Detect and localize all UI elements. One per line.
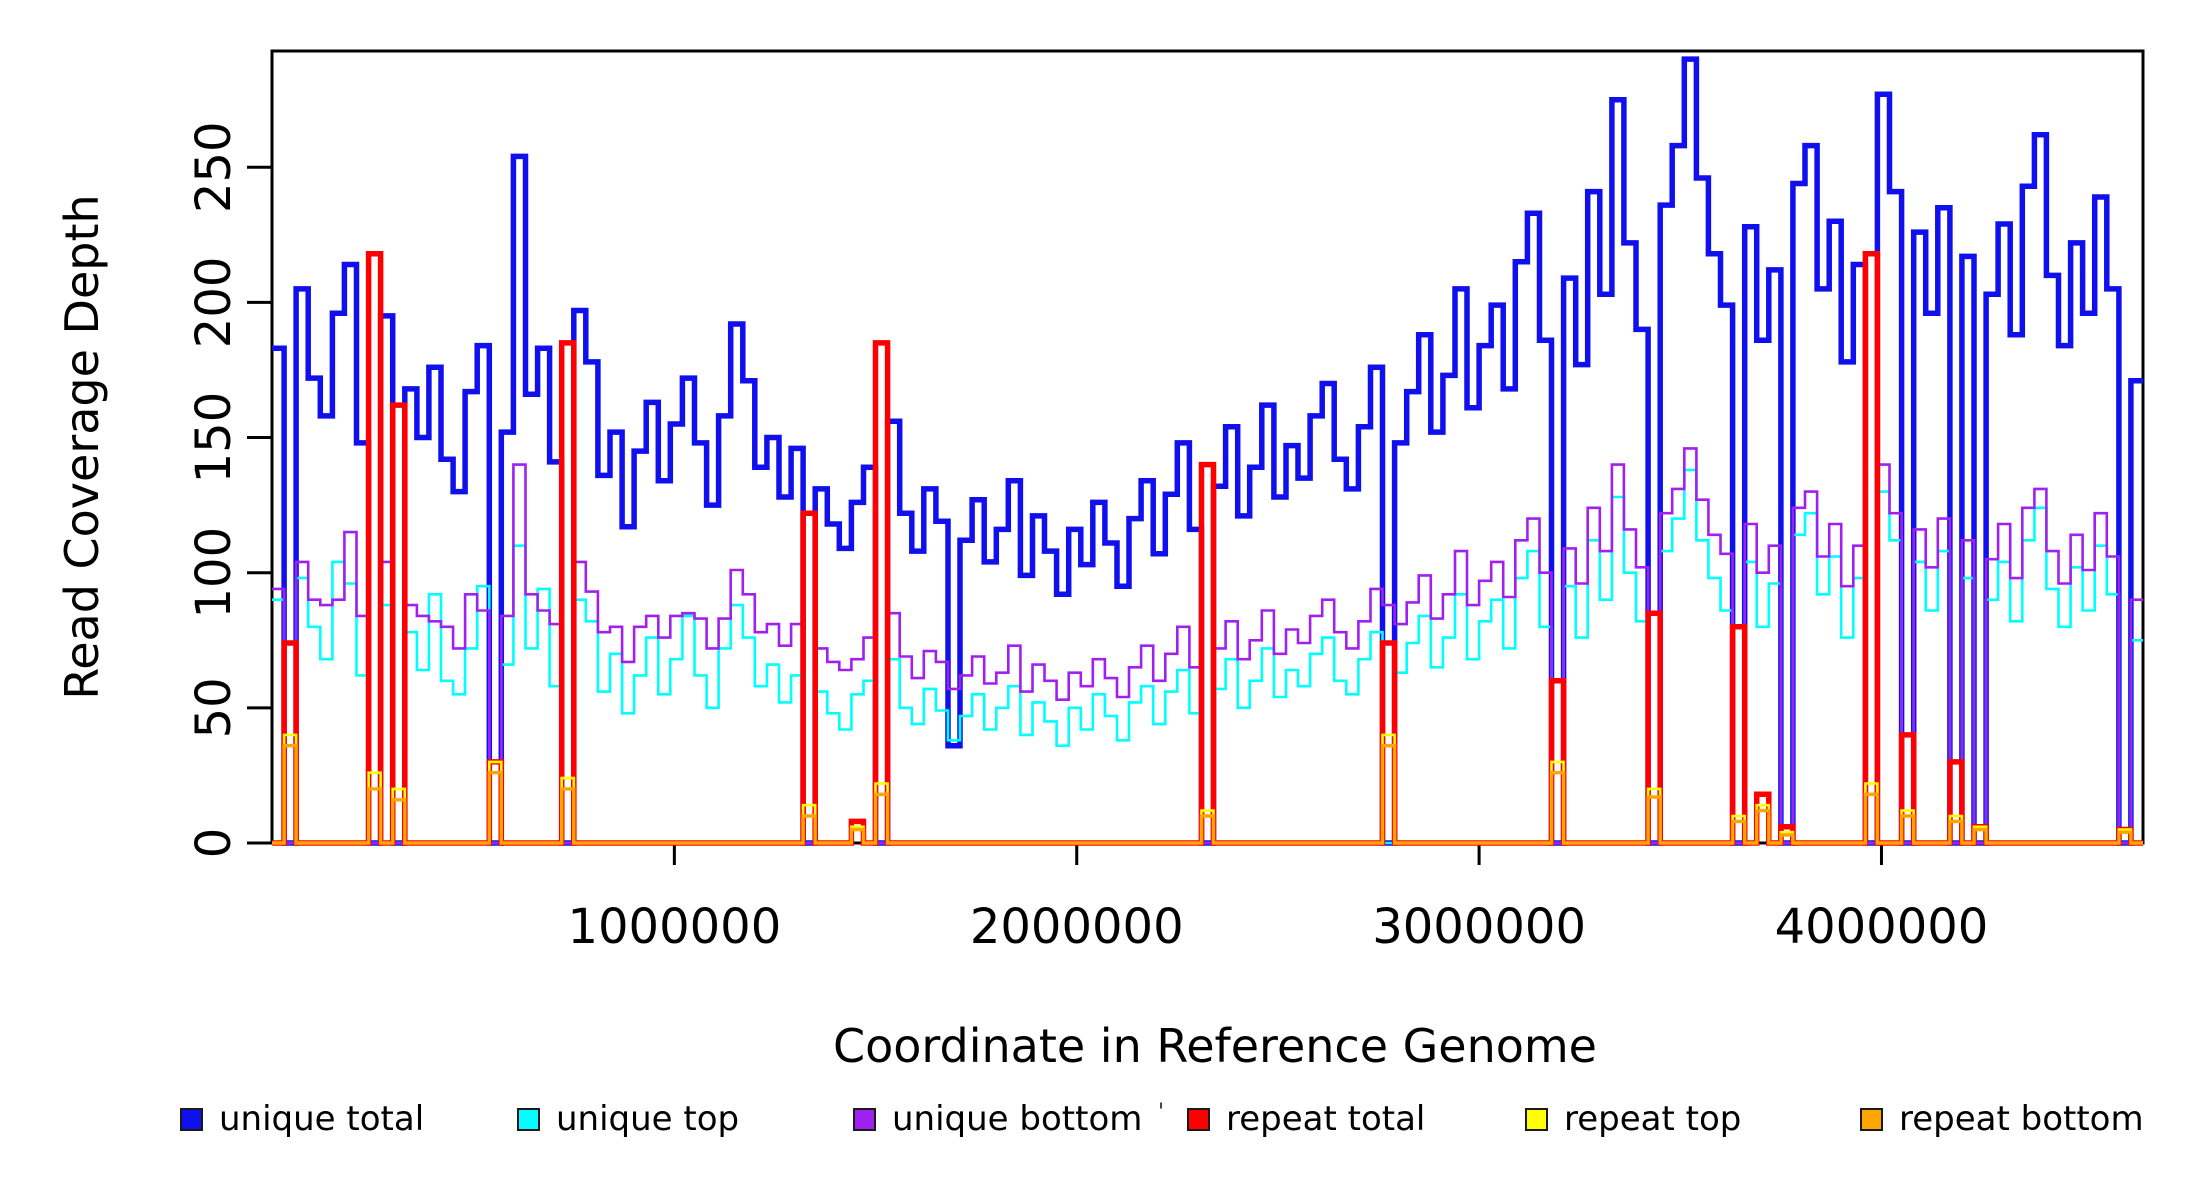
series-unique-top [272, 468, 2143, 845]
legend-item-repeat-top: repeat top [1525, 1099, 1742, 1139]
legend-swatch-icon [1525, 1107, 1548, 1131]
y-axis-title: Read Coverage Depth [55, 194, 109, 700]
x-tick-label: 2000000 [970, 899, 1184, 955]
legend-swatch-icon [1187, 1107, 1210, 1131]
y-tick-label: 100 [186, 527, 242, 619]
legend-label: repeat bottom [1899, 1099, 2144, 1139]
y-tick-label: 0 [186, 828, 242, 859]
x-axis-title: Coordinate in Reference Genome [833, 1019, 1597, 1073]
plot-border [270, 49, 2145, 845]
series-repeat-total [272, 250, 2143, 846]
series-repeat-top [272, 733, 2143, 845]
legend-swatch-icon [517, 1107, 540, 1131]
legend-label: unique top [556, 1099, 740, 1139]
legend-swatch-icon [853, 1107, 876, 1131]
legend-item-unique-total: unique total [180, 1099, 425, 1139]
legend-label: unique bottom [892, 1099, 1143, 1139]
y-tick-label: 50 [186, 677, 242, 738]
stray-mark: ' [1158, 1100, 1165, 1125]
x-tick-label: 4000000 [1775, 899, 1989, 955]
legend-label: repeat total [1226, 1099, 1426, 1139]
y-tick-label: 250 [186, 121, 242, 213]
series-unique-bottom [272, 447, 2143, 845]
series-repeat-bottom [272, 744, 2143, 845]
x-tick-label: 1000000 [567, 899, 781, 955]
legend-item-repeat-total: repeat total [1187, 1099, 1426, 1139]
y-tick-label: 150 [186, 392, 242, 484]
y-tick-label: 200 [186, 257, 242, 349]
legend-label: repeat top [1564, 1099, 1742, 1139]
x-tick-label: 3000000 [1372, 899, 1586, 955]
legend-item-repeat-bottom: repeat bottom [1860, 1099, 2144, 1139]
legend-swatch-icon [1860, 1107, 1883, 1131]
legend-label: unique total [219, 1099, 425, 1139]
legend-item-unique-top: unique top [517, 1099, 740, 1139]
series-unique-total [272, 56, 2143, 846]
legend-item-unique-bottom: unique bottom [853, 1099, 1143, 1139]
legend-swatch-icon [180, 1107, 203, 1131]
